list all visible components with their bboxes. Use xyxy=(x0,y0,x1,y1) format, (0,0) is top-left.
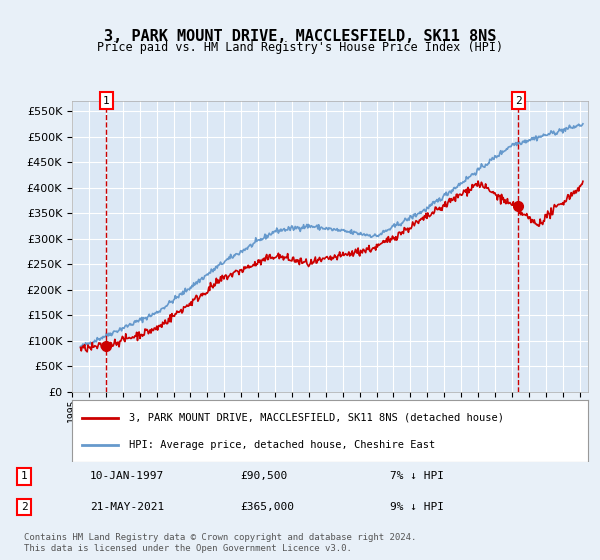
Text: 2: 2 xyxy=(515,96,522,106)
Text: 3, PARK MOUNT DRIVE, MACCLESFIELD, SK11 8NS: 3, PARK MOUNT DRIVE, MACCLESFIELD, SK11 … xyxy=(104,29,496,44)
Text: 21-MAY-2021: 21-MAY-2021 xyxy=(90,502,164,512)
Text: HPI: Average price, detached house, Cheshire East: HPI: Average price, detached house, Ches… xyxy=(129,440,435,450)
Text: 1: 1 xyxy=(103,96,110,106)
Text: £90,500: £90,500 xyxy=(240,471,287,481)
Text: 7% ↓ HPI: 7% ↓ HPI xyxy=(390,471,444,481)
Text: 9% ↓ HPI: 9% ↓ HPI xyxy=(390,502,444,512)
Text: 2: 2 xyxy=(20,502,28,512)
Text: Price paid vs. HM Land Registry's House Price Index (HPI): Price paid vs. HM Land Registry's House … xyxy=(97,41,503,54)
Text: Contains HM Land Registry data © Crown copyright and database right 2024.
This d: Contains HM Land Registry data © Crown c… xyxy=(24,534,416,553)
Text: 10-JAN-1997: 10-JAN-1997 xyxy=(90,471,164,481)
Text: £365,000: £365,000 xyxy=(240,502,294,512)
Text: 3, PARK MOUNT DRIVE, MACCLESFIELD, SK11 8NS (detached house): 3, PARK MOUNT DRIVE, MACCLESFIELD, SK11 … xyxy=(129,413,504,423)
Text: 1: 1 xyxy=(20,471,28,481)
